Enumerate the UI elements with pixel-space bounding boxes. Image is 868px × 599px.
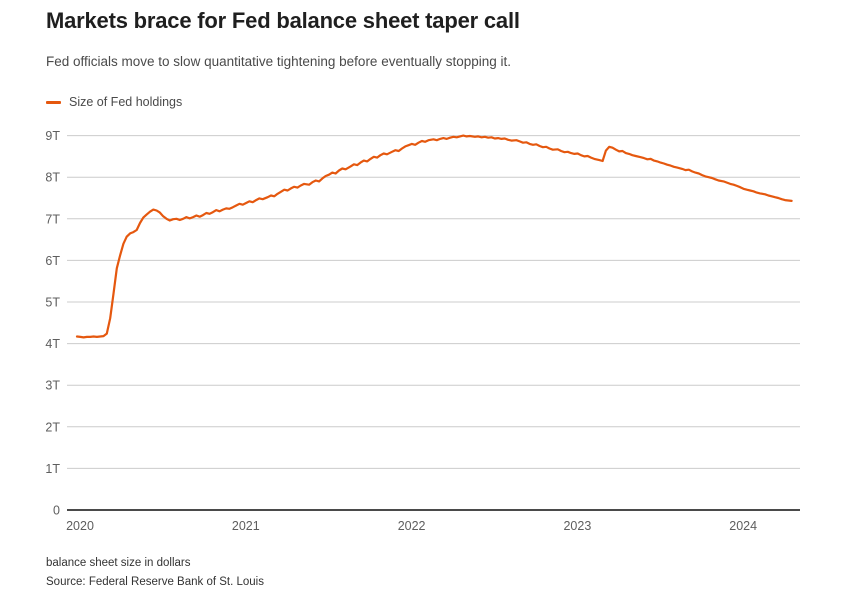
y-tick-label: 0 [53,504,60,518]
y-tick-label: 4T [45,337,60,351]
y-tick-label: 1T [45,462,60,476]
source-note: Source: Federal Reserve Bank of St. Loui… [46,576,264,588]
x-tick-label: 2024 [729,519,757,533]
axis-units-note: balance sheet size in dollars [46,557,191,569]
x-tick-label: 2021 [232,519,260,533]
y-tick-label: 8T [45,171,60,185]
legend: Size of Fed holdings [46,95,182,109]
y-tick-label: 6T [45,254,60,268]
x-tick-label: 2020 [66,519,94,533]
y-tick-label: 2T [45,420,60,434]
x-tick-label: 2022 [398,519,426,533]
y-tick-label: 3T [45,379,60,393]
fed-holdings-line [75,134,793,339]
subtitle: Fed officials move to slow quantitative … [46,54,512,69]
page-title: Markets brace for Fed balance sheet tape… [46,8,520,33]
y-tick-label: 5T [45,296,60,310]
y-tick-label: 9T [45,129,60,143]
y-tick-label: 7T [45,212,60,226]
legend-label: Size of Fed holdings [69,95,183,109]
legend-line-swatch-icon [46,100,61,104]
x-tick-label: 2023 [563,519,591,533]
